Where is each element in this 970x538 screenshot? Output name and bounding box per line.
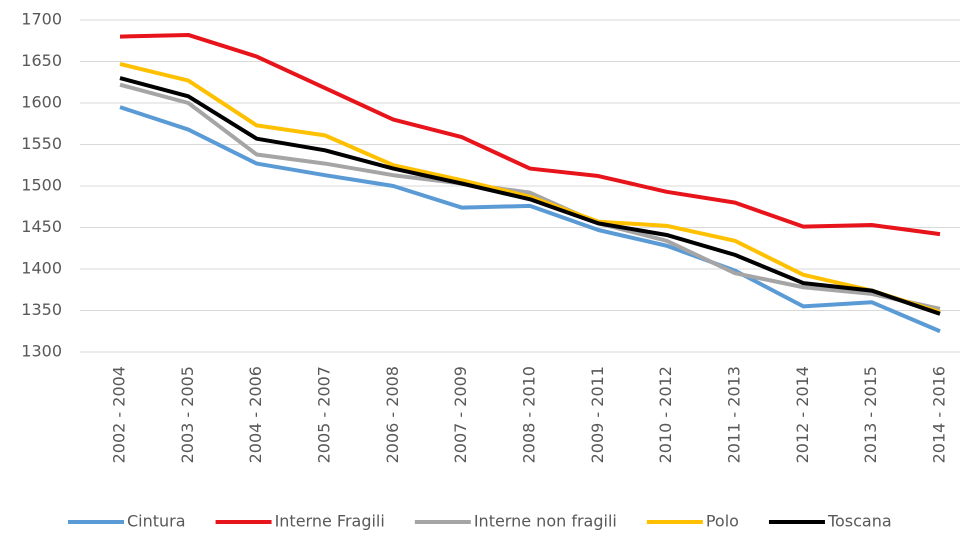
series-line [119,105,941,334]
x-tick-label: 2006 - 2008 [383,366,402,463]
x-tick-label: 2008 - 2010 [520,366,539,463]
x-tick-label: 2007 - 2009 [451,366,470,463]
y-tick-label: 1300 [21,342,62,361]
series-line [119,76,941,316]
y-tick-label: 1450 [21,217,62,236]
y-tick-label: 1550 [21,134,62,153]
x-tick-label: 2002 - 2004 [110,366,129,463]
y-tick-label: 1400 [21,259,62,278]
x-tick-label: 2005 - 2007 [315,366,334,463]
x-tick-label: 2011 - 2013 [725,366,744,463]
legend-label: Interne non fragili [474,512,617,531]
x-tick-label: 2014 - 2016 [930,366,949,463]
legend-label: Cintura [127,512,186,531]
x-tick-label: 2010 - 2012 [656,366,675,463]
y-tick-label: 1700 [21,10,62,29]
legend-label: Toscana [827,512,892,531]
x-tick-label: 2003 - 2005 [178,366,197,463]
series-line [119,32,941,237]
y-tick-label: 1650 [21,51,62,70]
y-tick-label: 1600 [21,93,62,112]
y-tick-label: 1500 [21,176,62,195]
x-tick-label: 2004 - 2006 [246,366,265,463]
series-line [119,62,941,315]
x-tick-label: 2012 - 2014 [793,366,812,463]
x-tick-label: 2013 - 2015 [861,366,880,463]
y-tick-label: 1350 [21,300,62,319]
legend-label: Polo [706,512,739,531]
x-tick-label: 2009 - 2011 [588,366,607,463]
series-line [119,82,941,311]
legend-label: Interne Fragili [275,512,385,531]
